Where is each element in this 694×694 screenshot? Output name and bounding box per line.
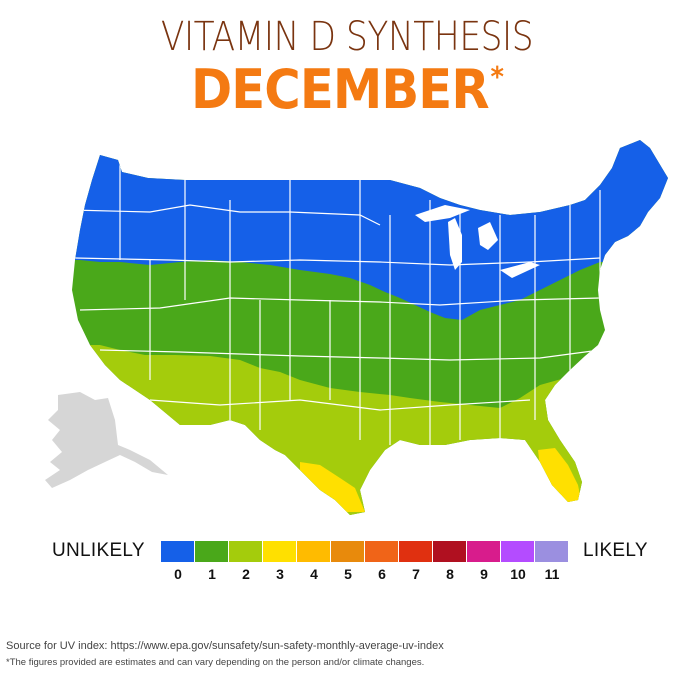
legend-swatch-1 xyxy=(195,541,228,562)
legend-swatch-10 xyxy=(501,541,534,562)
uv-zone-3-texas xyxy=(268,450,365,512)
legend-swatch-8 xyxy=(433,541,466,562)
legend-swatch-5 xyxy=(331,541,364,562)
legend-swatch-2 xyxy=(229,541,262,562)
chart-title: VITAMIN D SYNTHESIS xyxy=(160,14,534,60)
legend-swatch-3 xyxy=(263,541,296,562)
legend-value-10: 10 xyxy=(510,566,526,582)
legend-swatch-0 xyxy=(161,541,194,562)
legend-color-scale xyxy=(161,541,569,562)
footnote-mark: * xyxy=(490,60,504,93)
source-citation: Source for UV index: https://www.epa.gov… xyxy=(6,640,444,652)
legend-value-1: 1 xyxy=(208,566,216,582)
legend-swatch-9 xyxy=(467,541,500,562)
lake-michigan xyxy=(448,218,462,270)
legend-swatch-11 xyxy=(535,541,568,562)
lake-superior xyxy=(415,205,470,222)
legend-value-labels: 0 1 2 3 4 5 6 7 8 9 10 11 xyxy=(161,566,569,582)
legend-value-7: 7 xyxy=(412,566,420,582)
month-label: DECEMBER xyxy=(190,58,490,121)
legend-swatch-7 xyxy=(399,541,432,562)
legend-value-9: 9 xyxy=(480,566,488,582)
legend-unlikely-label: UNLIKELY xyxy=(52,540,145,561)
legend-likely-label: LIKELY xyxy=(583,540,648,561)
lake-erie xyxy=(500,262,540,278)
footnote: *The figures provided are estimates and … xyxy=(6,657,425,668)
legend-value-5: 5 xyxy=(344,566,352,582)
legend-value-4: 4 xyxy=(310,566,318,582)
legend-value-3: 3 xyxy=(276,566,284,582)
legend-swatch-4 xyxy=(297,541,330,562)
legend-value-0: 0 xyxy=(174,566,182,582)
alaska xyxy=(45,392,168,488)
month-title: DECEMBER* xyxy=(28,58,666,121)
legend-value-8: 8 xyxy=(446,566,454,582)
uv-zone-3-florida xyxy=(538,448,582,505)
legend-value-11: 11 xyxy=(544,566,560,582)
legend-swatch-6 xyxy=(365,541,398,562)
lake-huron xyxy=(478,222,498,250)
legend-value-6: 6 xyxy=(378,566,386,582)
legend-value-2: 2 xyxy=(242,566,250,582)
